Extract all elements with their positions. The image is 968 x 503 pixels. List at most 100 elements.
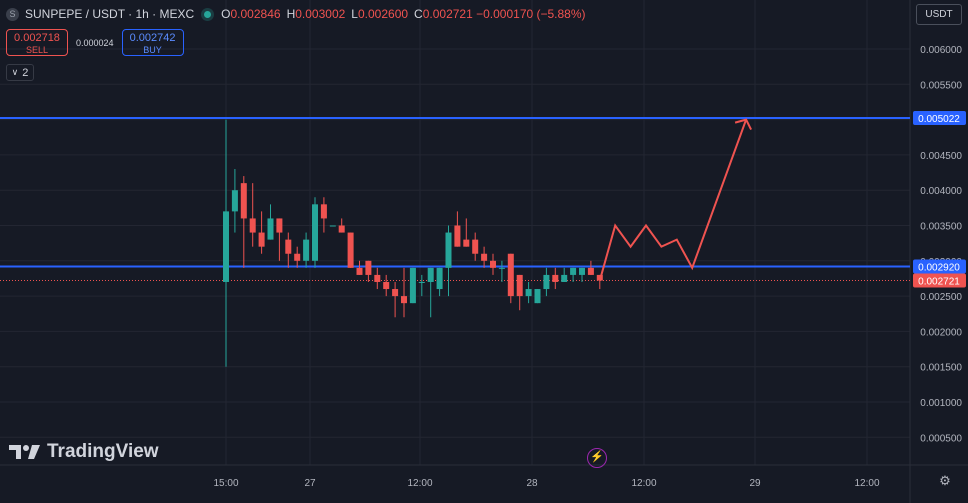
x-tick-label: 28: [526, 478, 538, 489]
candle-body: [409, 267, 416, 304]
y-tick-label: 0.002500: [920, 292, 962, 303]
candle-body: [312, 204, 318, 261]
candle-body: [347, 232, 354, 268]
candle-body: [498, 267, 505, 269]
y-tick-label: 0.001000: [920, 398, 962, 409]
y-tick-label: 0.002000: [920, 327, 962, 338]
sell-price: 0.002718: [14, 32, 60, 44]
tradingview-icon: [9, 445, 40, 459]
candle-body: [445, 232, 452, 268]
candle-body: [356, 267, 363, 275]
line-price-tag: 0.005022: [918, 114, 960, 125]
ohlc-values: O0.002846 H0.003002 L0.002600 C0.002721 −0.…: [221, 7, 585, 21]
ohlc-value: 0.002600: [357, 7, 409, 21]
candle-body: [231, 190, 238, 212]
lightning-icon[interactable]: ⚡: [587, 448, 607, 468]
candle-body: [587, 267, 594, 275]
ohlc-item: L0.002600: [351, 7, 408, 21]
candle-body: [392, 289, 399, 297]
y-tick-label: 0.004000: [920, 186, 962, 197]
candle-body: [223, 211, 229, 282]
candle-body: [374, 274, 381, 282]
y-tick-label: 0.005500: [920, 80, 962, 91]
candle-body: [365, 260, 372, 275]
ohlc-value: 0.002846: [230, 7, 281, 21]
market-status-icon: [204, 10, 212, 18]
ohlc-key: L: [351, 7, 358, 21]
candle-body: [249, 218, 256, 233]
last-price-tag: 0.002721: [918, 276, 960, 287]
y-tick-label: 0.006000: [920, 45, 962, 56]
candle-body: [303, 239, 310, 261]
ohlc-key: C: [414, 7, 423, 21]
candle-body: [454, 225, 461, 247]
brand-name: TradingView: [47, 441, 159, 462]
trade-panel: 0.002718 SELL 0.000024 0.002742 BUY: [6, 29, 184, 56]
candle-body: [276, 218, 283, 233]
indicators-count: 2: [22, 66, 29, 79]
y-tick-label: 0.000500: [920, 433, 962, 444]
buy-price: 0.002742: [129, 32, 176, 44]
ohlc-item: H0.003002: [287, 7, 346, 21]
candle-body: [436, 267, 443, 290]
candle-body: [320, 204, 327, 219]
y-tick-label: 0.001500: [920, 363, 962, 374]
ohlc-value: 0.003002: [295, 7, 346, 21]
candle-body: [472, 239, 479, 254]
x-tick-label: 15:00: [213, 478, 238, 489]
chevron-down-icon: ∨: [11, 67, 19, 77]
candle-body: [240, 183, 247, 219]
ohlc-item: O0.002846: [221, 7, 280, 21]
x-tick-label: 12:00: [854, 478, 879, 489]
sell-label: SELL: [25, 45, 49, 55]
candle-body: [329, 225, 336, 227]
candle-body: [427, 267, 434, 282]
candle-body: [338, 225, 345, 233]
candle-body: [561, 274, 568, 282]
candle-body: [507, 253, 514, 297]
spread-value: 0.000024: [76, 37, 114, 48]
buy-button[interactable]: 0.002742 BUY: [121, 29, 184, 56]
gear-icon[interactable]: ⚙: [939, 473, 951, 488]
line-price-tag: 0.002920: [918, 262, 960, 273]
indicators-toggle[interactable]: ∨ 2: [6, 64, 34, 81]
candle-body: [552, 274, 559, 282]
candle-body: [570, 267, 577, 275]
candle-body: [463, 239, 470, 247]
candle-body: [534, 289, 541, 304]
tradingview-logo[interactable]: TradingView: [9, 441, 159, 463]
buy-label: BUY: [143, 45, 162, 55]
line-price-tag-bg: [913, 111, 966, 126]
candle-body: [543, 274, 550, 290]
ohlc-item: C0.002721 −0.000170 (−5.88%): [414, 7, 585, 21]
candle-body: [579, 267, 585, 275]
candle-body: [401, 296, 407, 304]
ohlc-value: 0.002721 −0.000170 (−5.88%): [422, 7, 586, 21]
x-tick-label: 12:00: [631, 478, 656, 489]
y-tick-label: 0.003500: [920, 222, 962, 233]
candle-body: [418, 281, 425, 283]
y-tick-label: 0.004500: [920, 151, 962, 162]
symbol-title[interactable]: SUNPEPE / USDT · 1h · MEXC: [25, 7, 195, 21]
candle-body: [294, 253, 301, 261]
x-tick-label: 29: [749, 478, 761, 489]
sell-button[interactable]: 0.002718 SELL: [6, 29, 68, 56]
projection-arrowhead: [734, 118, 752, 131]
x-tick-label: 12:00: [407, 478, 432, 489]
candle-body: [525, 289, 532, 297]
chart-header: S SUNPEPE / USDT · 1h · MEXC O0.002846 H0…: [6, 5, 586, 23]
candle-body: [490, 260, 496, 268]
candle-body: [267, 218, 274, 240]
coin-logo-icon: S: [6, 7, 19, 21]
candle-body: [516, 274, 523, 297]
candle-body: [481, 253, 488, 261]
currency-selector[interactable]: USDT: [916, 4, 962, 25]
x-tick-label: 27: [304, 478, 316, 489]
ohlc-key: H: [286, 7, 296, 21]
candle-body: [383, 281, 390, 290]
candle-body: [258, 232, 265, 247]
projection-arrow: [598, 119, 748, 281]
ohlc-key: O: [221, 7, 231, 21]
line-price-tag-bg: [913, 259, 966, 274]
